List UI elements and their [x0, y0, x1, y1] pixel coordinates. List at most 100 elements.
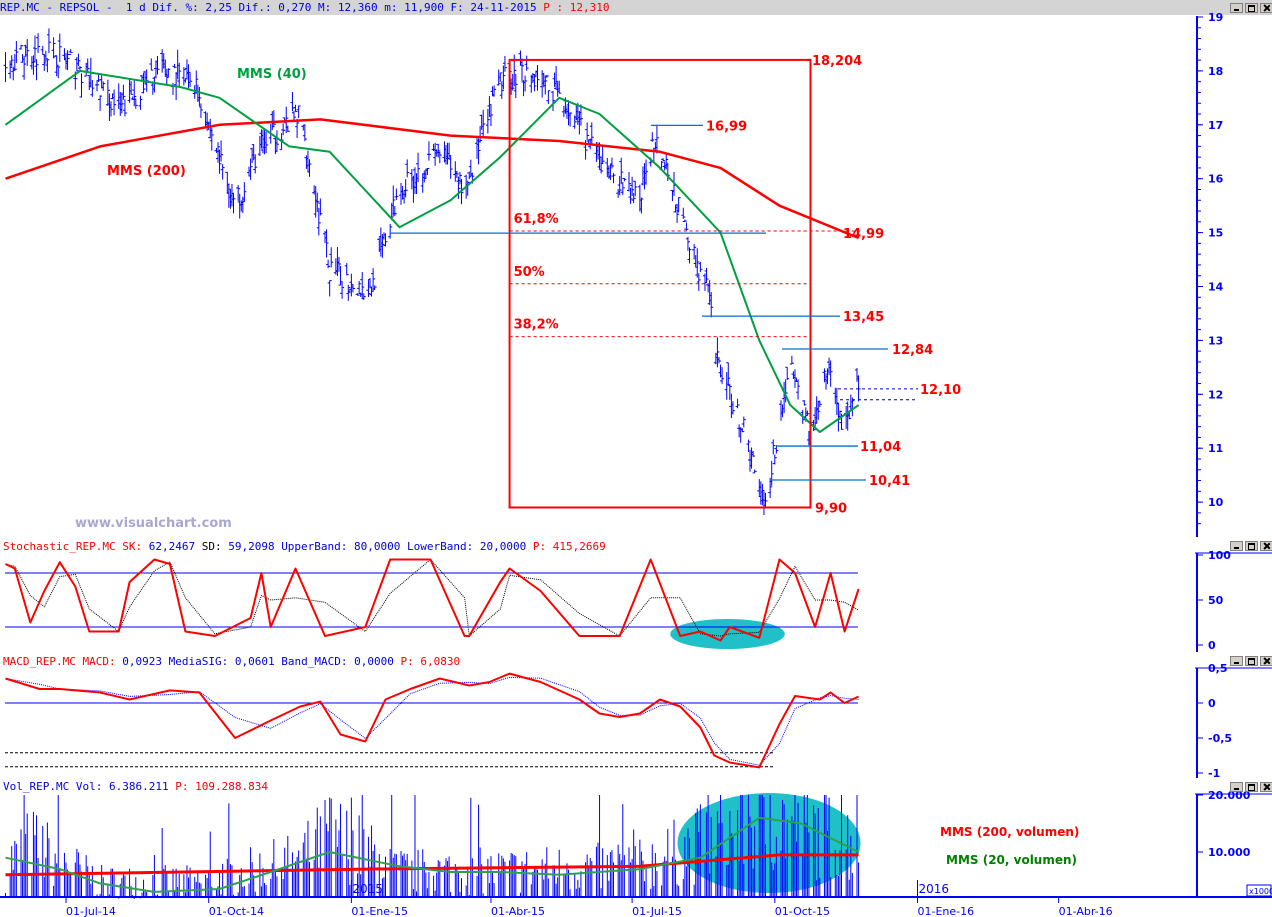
macd-header: MACD_REP.MC MACD: 0,0923 MediaSIG: 0,060… — [3, 655, 460, 668]
vol-p-value: 109.288.834 — [195, 780, 268, 793]
sig-value: 0,0601 — [234, 655, 275, 668]
band-label: Band_MACD: — [281, 655, 348, 668]
sd-label: SD: — [201, 540, 222, 553]
min-value: 11,900 — [404, 1, 444, 14]
date-label: F: — [450, 1, 464, 14]
last-label: P : — [543, 1, 564, 14]
minimize-button[interactable] — [1230, 782, 1243, 792]
level-label: 14,99 — [843, 227, 884, 242]
close-button[interactable] — [1260, 3, 1272, 13]
macd-y-tick-label: -1 — [1208, 767, 1220, 780]
maximize-button[interactable] — [1245, 3, 1258, 13]
minimize-button[interactable] — [1230, 656, 1243, 666]
stoch-y-tick-label: 0 — [1208, 639, 1216, 652]
price-y-tick-label: 13 — [1208, 334, 1223, 347]
macd-line — [5, 672, 860, 769]
level-label: 13,45 — [843, 310, 884, 325]
date-value: 24-11-2015 — [470, 1, 537, 14]
vol-name: Vol_REP.MC — [3, 780, 70, 793]
fibonacci-level-label: 50% — [514, 265, 545, 280]
level-label: 16,99 — [706, 119, 747, 134]
maximize-button[interactable] — [1245, 656, 1258, 666]
vol-label: Vol: — [75, 780, 103, 793]
stoch-y-tick-label: 50 — [1208, 594, 1224, 607]
company-name: REPSOL — [59, 1, 100, 14]
price-pane-window-buttons — [1230, 3, 1272, 13]
x-tick-label: 01-Abr-15 — [491, 905, 545, 917]
stoch-y-tick-label: 100 — [1208, 549, 1231, 562]
price-bars — [3, 28, 861, 515]
mms40-line — [4, 69, 860, 433]
band-value: 0,0000 — [354, 655, 394, 668]
minimize-button[interactable] — [1230, 541, 1243, 551]
x-tick-label: 01-Ene-15 — [351, 905, 408, 917]
maximize-button[interactable] — [1245, 782, 1258, 792]
lb-value: 20,0000 — [479, 540, 527, 553]
volume-mms20-label: MMS (20, volumen) — [946, 853, 1077, 867]
stoch-pane-window-buttons — [1230, 541, 1272, 551]
price-y-tick-label: 14 — [1208, 281, 1224, 294]
vol-units-label: x1000 — [1249, 887, 1272, 896]
stoch-sk-line — [5, 558, 860, 642]
fibonacci-level-label: 61,8% — [514, 212, 559, 227]
vol-value: 6.386.211 — [108, 780, 169, 793]
lb-label: LowerBand: — [407, 540, 474, 553]
dif-label: Dif.: — [238, 1, 272, 14]
mms200-line — [5, 118, 860, 240]
price-y-tick-label: 18 — [1208, 65, 1223, 78]
ub-value: 80,0000 — [354, 540, 401, 553]
level-label: 9,90 — [815, 501, 847, 516]
macd-y-tick-label: -0,5 — [1208, 732, 1232, 745]
sk-value: 62,2467 — [148, 540, 196, 553]
chart-header: REP.MC - REPSOL - 1 d Dif. %: 2,25 Dif.:… — [0, 0, 1272, 15]
volume-mms200-label: MMS (200, volumen) — [940, 825, 1079, 839]
macd-p-label: P: — [400, 655, 414, 668]
macd-value: 0,0923 — [122, 655, 162, 668]
price-y-tick-label: 11 — [1208, 442, 1223, 455]
level-label: 10,41 — [869, 474, 910, 489]
price-y-tick-label: 10 — [1208, 496, 1224, 509]
macd-p-value: 6,0830 — [420, 655, 461, 668]
macd-label: MACD: — [82, 655, 116, 668]
x-tick-label: 01-Oct-15 — [775, 905, 830, 917]
stochastic-header: Stochastic_REP.MC SK: 62,2467 SD: 59,209… — [3, 540, 606, 553]
fibonacci-level-label: 38,2% — [514, 318, 559, 333]
max-label: M: — [317, 1, 332, 14]
close-button[interactable] — [1260, 782, 1272, 792]
x-tick-label: 01-Jul-15 — [632, 905, 682, 917]
dif-value: 0,270 — [278, 1, 312, 14]
volume-header: Vol_REP.MC Vol: 6.386.211 P: 109.288.834 — [3, 780, 268, 793]
period: 1 d — [125, 1, 146, 14]
level-label: 18,204 — [812, 54, 862, 69]
macd-signal-line — [5, 676, 859, 766]
min-label: m: — [384, 1, 398, 14]
stoch-p-label: P: — [532, 540, 547, 553]
last-value: 12,310 — [569, 1, 610, 14]
sd-value: 59,2098 — [228, 540, 275, 553]
vol-pane-window-buttons — [1230, 782, 1272, 792]
price-y-tick-label: 16 — [1208, 173, 1224, 186]
price-y-tick-label: 19 — [1208, 11, 1223, 24]
symbol: REP.MC — [0, 1, 40, 14]
x-tick-label: 01-Jul-14 — [66, 905, 116, 917]
macd-y-tick-label: 0 — [1208, 697, 1216, 710]
close-button[interactable] — [1260, 656, 1272, 666]
year-label: 2015 — [352, 882, 383, 896]
vol-p-label: P: — [175, 780, 189, 793]
sk-label: SK: — [122, 540, 143, 553]
vol-y-tick-label: 10.000 — [1208, 846, 1251, 859]
watermark: www.visualchart.com — [75, 516, 232, 531]
stoch-name: Stochastic_REP.MC — [3, 540, 116, 553]
sig-label: MediaSIG: — [168, 655, 229, 668]
macd-pane-window-buttons — [1230, 656, 1272, 666]
level-label: 12,10 — [920, 383, 961, 398]
year-label: 2016 — [918, 882, 949, 896]
maximize-button[interactable] — [1245, 541, 1258, 551]
vol-units-box — [1246, 884, 1272, 897]
close-button[interactable] — [1260, 541, 1272, 551]
level-label: 12,84 — [892, 343, 933, 358]
dif-pct-value: 2,25 — [205, 1, 232, 14]
volume-mms20-line — [5, 816, 860, 893]
minimize-button[interactable] — [1230, 3, 1243, 13]
mms200-label: MMS (200) — [107, 164, 186, 179]
